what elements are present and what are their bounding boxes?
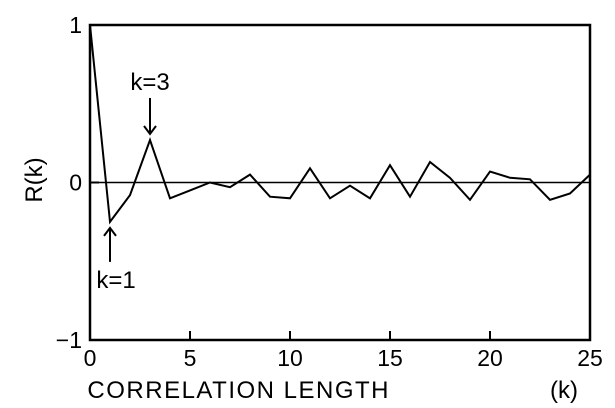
data-point [148,138,152,142]
annotation-label: k=3 [130,69,169,96]
x-tick-label: 20 [477,345,503,371]
annotation-label: k=1 [96,267,135,294]
y-axis-label: R(k) [21,157,48,202]
data-point [128,193,132,197]
x-tick-label: 25 [577,345,603,371]
data-point [208,181,212,185]
x-tick-label: 15 [377,345,403,371]
data-point [408,195,412,199]
x-axis-unit: (k) [550,377,578,404]
x-tick-label: 10 [277,345,303,371]
data-point [448,176,452,180]
data-point [428,160,432,164]
data-point [308,166,312,170]
y-tick-label: 1 [69,12,82,38]
data-point [168,196,172,200]
x-tick-label: 5 [184,345,197,371]
data-point [508,176,512,180]
data-point [268,195,272,199]
data-point [488,169,492,173]
data-point [568,192,572,196]
data-point [248,173,252,177]
y-tick-label: −1 [56,327,82,353]
x-tick-label: 0 [84,345,97,371]
data-point [388,163,392,167]
data-point [528,177,532,181]
data-point [548,198,552,202]
annotation-arrowhead [143,125,157,136]
data-point [88,23,92,27]
y-tick-label: 0 [69,170,82,196]
data-point [188,188,192,192]
data-point [348,184,352,188]
x-axis-label: CORRELATION LENGTH [87,377,390,404]
data-point [328,196,332,200]
data-point [288,196,292,200]
data-point [468,198,472,202]
data-point [588,173,592,177]
data-point [108,220,112,224]
series-line [89,24,591,225]
data-point [368,196,372,200]
annotation-arrowhead [103,226,117,237]
data-point [228,185,232,189]
